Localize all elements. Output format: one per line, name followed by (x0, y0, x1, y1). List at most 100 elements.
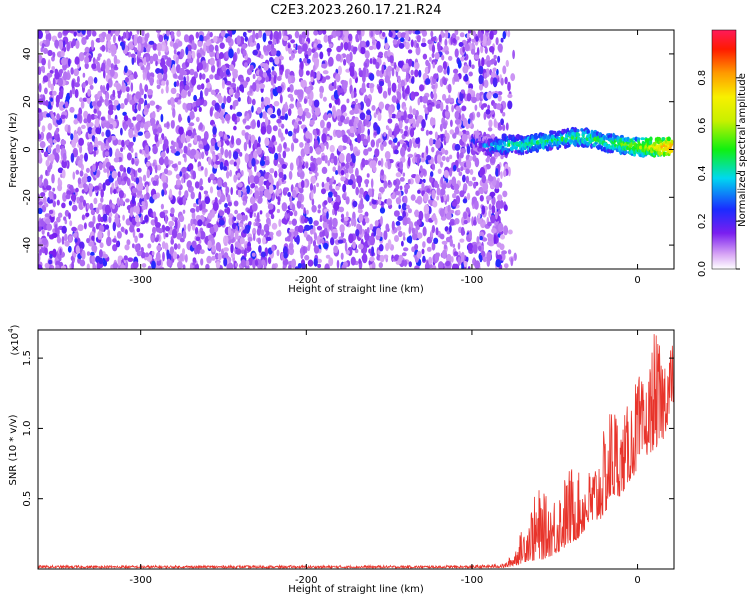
noise-speck (38, 177, 42, 186)
noise-speck (330, 158, 335, 164)
noise-speck (274, 170, 278, 178)
noise-speck (82, 72, 86, 78)
noise-speck (45, 169, 48, 176)
noise-speck (335, 129, 342, 139)
noise-speck (253, 150, 258, 159)
noise-speck (206, 222, 213, 229)
noise-speck (43, 151, 49, 158)
noise-speck (497, 194, 503, 202)
noise-speck (226, 95, 232, 104)
noise-speck (477, 30, 481, 38)
noise-speck (435, 82, 438, 89)
noise-speck (170, 120, 175, 129)
signal-speck (555, 136, 559, 140)
noise-speck (133, 47, 138, 53)
noise-speck (156, 84, 161, 90)
noise-speck (423, 151, 427, 161)
noise-speck (83, 199, 86, 207)
noise-speck (191, 240, 197, 249)
noise-speck (156, 164, 162, 171)
noise-speck (224, 149, 229, 159)
noise-speck (180, 51, 183, 59)
noise-speck (503, 225, 509, 236)
noise-speck (230, 187, 233, 195)
noise-speck (323, 34, 329, 43)
noise-speck (263, 159, 270, 166)
noise-speck (172, 251, 178, 260)
noise-speck (297, 193, 303, 202)
noise-speck (333, 201, 340, 211)
noise-speck (170, 145, 175, 150)
noise-speck (179, 149, 183, 154)
signal-speck (623, 149, 628, 155)
noise-speck (313, 30, 319, 36)
noise-speck (199, 178, 203, 186)
noise-speck (479, 166, 486, 176)
noise-speck (378, 198, 382, 206)
noise-speck (268, 40, 273, 45)
noise-speck (467, 118, 471, 125)
noise-speck (366, 173, 370, 178)
noise-speck (310, 162, 316, 172)
noise-speck (276, 230, 282, 237)
noise-speck (337, 145, 344, 152)
noise-speck (382, 90, 388, 99)
noise-speck (108, 165, 115, 172)
noise-speck (99, 242, 104, 249)
noise-speck (263, 45, 267, 53)
noise-speck (399, 185, 403, 191)
noise-speck (124, 65, 128, 73)
noise-speck (219, 70, 225, 79)
noise-speck (398, 42, 405, 49)
noise-speck (131, 187, 138, 193)
noise-speck (191, 210, 196, 220)
noise-speck (397, 31, 402, 38)
noise-speck (466, 159, 472, 170)
noise-speck (217, 252, 222, 261)
noise-speck (233, 216, 237, 221)
noise-speck (72, 171, 76, 180)
noise-speck (49, 69, 54, 74)
noise-speck (198, 191, 202, 202)
noise-speck (504, 76, 508, 85)
signal-speck (548, 141, 553, 146)
noise-speck (280, 123, 285, 129)
noise-speck (484, 46, 488, 54)
noise-speck (487, 221, 492, 227)
noise-speck (47, 231, 50, 237)
noise-speck (86, 238, 90, 244)
noise-speck (52, 77, 56, 87)
noise-speck (301, 262, 306, 269)
noise-speck (229, 64, 235, 72)
noise-speck (199, 90, 203, 100)
noise-speck (56, 199, 60, 206)
noise-speck (306, 58, 311, 64)
noise-speck (51, 66, 55, 71)
noise-speck (68, 212, 71, 220)
noise-speck (440, 133, 444, 142)
noise-speck (403, 106, 407, 111)
noise-speck (450, 256, 454, 263)
noise-speck (434, 252, 440, 263)
noise-speck (313, 184, 316, 194)
noise-speck (328, 257, 334, 267)
noise-speck (401, 240, 404, 247)
noise-speck (108, 212, 113, 218)
noise-speck (79, 259, 86, 267)
noise-speck (305, 86, 312, 95)
noise-speck (498, 209, 501, 215)
noise-speck (340, 169, 345, 176)
noise-speck (310, 175, 317, 184)
noise-speck (462, 117, 468, 127)
noise-speck (196, 84, 202, 90)
noise-speck (166, 147, 170, 154)
noise-speck (69, 89, 73, 98)
noise-speck (67, 124, 71, 134)
noise-speck (391, 82, 397, 93)
noise-speck (43, 47, 48, 55)
noise-speck (400, 37, 405, 43)
noise-speck (245, 214, 248, 221)
noise-speck (388, 139, 393, 145)
noise-speck (206, 33, 211, 38)
noise-speck (260, 126, 267, 135)
